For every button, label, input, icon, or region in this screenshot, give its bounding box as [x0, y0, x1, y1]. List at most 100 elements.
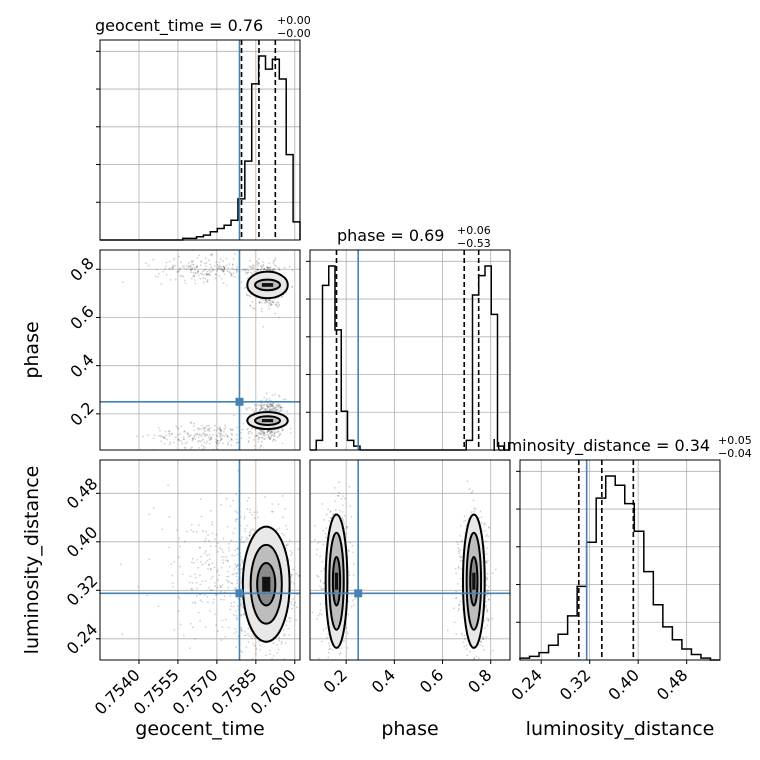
sample-point [279, 406, 282, 409]
sample-point [217, 427, 219, 430]
sample-point [222, 270, 225, 273]
sample-point [221, 559, 224, 561]
sample-point [259, 265, 262, 268]
sample-point [282, 516, 284, 519]
sample-point [205, 274, 208, 276]
sample-point [268, 299, 271, 301]
sample-point [485, 590, 488, 593]
sample-point [270, 431, 272, 434]
sample-point [274, 406, 277, 409]
sample-point [232, 661, 234, 663]
sample-point [473, 662, 475, 664]
sample-point [246, 428, 248, 431]
sample-point [242, 606, 244, 608]
sample-point [215, 594, 217, 596]
sample-point [329, 510, 332, 512]
sample-point [270, 431, 273, 434]
sample-point [176, 271, 179, 273]
sample-point [321, 560, 324, 563]
sample-point [351, 544, 354, 547]
sample-point [148, 513, 151, 516]
sample-point [206, 434, 209, 436]
sample-point [197, 566, 199, 569]
sample-point [233, 632, 236, 635]
sample-point [236, 564, 239, 567]
sample-point [198, 447, 201, 449]
xlabel-luminosity-distance: luminosity_distance [526, 718, 715, 740]
sample-point [211, 532, 214, 535]
sample-point [340, 497, 343, 500]
sample-point [267, 266, 270, 269]
sample-point [236, 553, 239, 556]
sample-point [277, 405, 280, 408]
sample-point [326, 636, 328, 639]
sample-point [208, 442, 211, 445]
sample-point [205, 442, 208, 445]
sample-point [201, 580, 204, 583]
sample-point [276, 431, 279, 434]
sample-point [273, 438, 275, 441]
sample-point [169, 268, 172, 270]
sample-point [221, 268, 224, 271]
sample-point [338, 481, 341, 484]
sample-point [226, 434, 229, 437]
sample-point [251, 264, 254, 267]
sample-point [275, 408, 278, 411]
sample-point [177, 556, 180, 559]
sample-point [188, 581, 191, 584]
sample-point [275, 431, 278, 433]
sample-point [274, 303, 277, 306]
sample-point [188, 265, 191, 268]
sample-point [222, 260, 224, 263]
title-luminosity-distance: luminosity_distance = 0.34 [492, 436, 710, 456]
sample-point [259, 430, 262, 433]
sample-point [230, 429, 233, 431]
sample-point [223, 268, 226, 271]
sample-point [200, 515, 203, 518]
sample-point [249, 531, 251, 533]
hist-frame-luminosity_distance [519, 459, 721, 661]
sample-point [477, 657, 480, 659]
sample-point [290, 603, 293, 606]
sample-point [222, 265, 225, 268]
sample-point [163, 436, 165, 439]
sample-point [273, 267, 276, 270]
sample-point [253, 434, 256, 437]
sample-point [270, 435, 273, 438]
sample-point [220, 429, 223, 432]
sample-point [191, 268, 194, 271]
sample-point [227, 267, 230, 269]
sample-point [212, 433, 215, 436]
sample-point [193, 601, 196, 603]
sample-point [267, 430, 270, 432]
sample-point [269, 649, 272, 652]
sample-point [219, 267, 222, 270]
sample-point [177, 595, 180, 598]
sample-point [457, 567, 460, 569]
sample-point [253, 529, 256, 532]
sample-point [216, 442, 219, 444]
sample-point [270, 430, 272, 433]
sample-point [178, 537, 181, 540]
sample-point [485, 535, 487, 538]
sample-point [209, 610, 211, 612]
sample-point [277, 403, 280, 405]
sample-point [261, 406, 263, 409]
sample-point [183, 430, 186, 433]
sample-point [236, 511, 238, 514]
sample-point [258, 302, 261, 304]
sample-point [240, 281, 243, 284]
sample-point [249, 430, 252, 433]
sample-point [208, 259, 210, 262]
sample-point [231, 264, 234, 266]
sample-point [171, 432, 173, 435]
sample-point [207, 273, 210, 275]
sample-point [157, 605, 160, 608]
sample-point [228, 263, 230, 265]
sample-point [269, 301, 272, 304]
sample-point [184, 282, 187, 285]
sample-point [329, 647, 331, 650]
sample-point [473, 657, 476, 660]
sample-point [188, 435, 191, 438]
sample-point [268, 403, 271, 406]
